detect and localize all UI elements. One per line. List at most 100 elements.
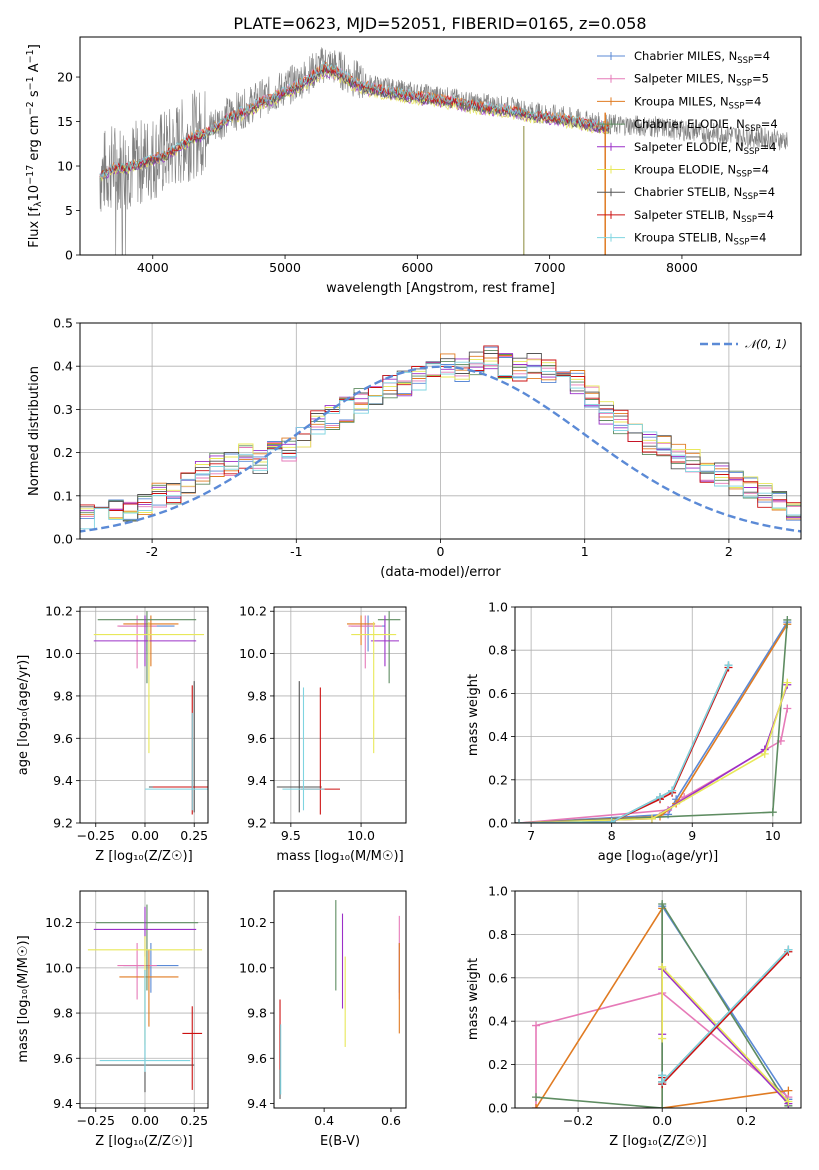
y-tick-label: 9.4 bbox=[53, 1096, 73, 1111]
chart-age_vs_Z: −0.25 0.00 0.25 9.2 9.4 9.6 9.8 10.0 10.2 Z [log₁… bbox=[16, 604, 209, 864]
legend-suffix: =4 bbox=[758, 185, 775, 199]
y-axis-label: mass weight bbox=[466, 958, 481, 1040]
y-tick-label: 9.4 bbox=[247, 773, 267, 788]
chart-mass_vs_ebv: 0.4 0.6 9.4 9.6 9.8 10.0 10.2 E(B-V) bbox=[239, 890, 407, 1149]
legend-entry-normal: 𝒩(0, 1) bbox=[745, 337, 787, 351]
y-tick-label: 1.0 bbox=[488, 600, 508, 615]
series-marker-kroupa_elodie bbox=[658, 1034, 667, 1043]
legend-entry-chabrier_elodie: Chabrier ELODIE, NSSP=4 bbox=[634, 117, 778, 134]
legend-entry-kroupa_stelib: Kroupa STELIB, NSSP=4 bbox=[634, 231, 766, 248]
series-line-kroupa_stelib bbox=[661, 949, 789, 1084]
axes-frame bbox=[79, 36, 802, 256]
x-tick-label: 1 bbox=[581, 544, 589, 559]
y-tick-label: 0.2 bbox=[488, 772, 508, 787]
y-tick-label: 10.0 bbox=[45, 646, 73, 661]
x-tick-label: 7000 bbox=[534, 260, 566, 275]
legend-entry-chabrier_miles: Chabrier MILES, NSSP=4 bbox=[634, 49, 770, 66]
errorbar-kroupa_elodie bbox=[93, 621, 205, 754]
series-marker-kroupa_stelib bbox=[607, 817, 616, 823]
x-axis-label: E(B-V) bbox=[320, 1134, 360, 1149]
y-axis-label-part: s bbox=[27, 90, 42, 101]
x-axis-label: Z [log₁₀(Z/Z☉)] bbox=[95, 1134, 192, 1149]
figure-title: PLATE=0623, MJD=52051, FIBERID=0165, z=0… bbox=[233, 14, 646, 33]
spectrum-model-kroupa_elodie bbox=[99, 67, 610, 182]
x-tick-label: 9.5 bbox=[281, 828, 301, 843]
legend-text: Chabrier ELODIE, N bbox=[634, 117, 745, 131]
errorbar-chabrier_stelib bbox=[276, 681, 322, 813]
x-tick-label: 9 bbox=[688, 828, 696, 843]
legend-entry-salpeter_elodie: Salpeter ELODIE, NSSP=4 bbox=[634, 140, 777, 157]
plot-area bbox=[80, 323, 801, 539]
axes-frame bbox=[514, 890, 802, 1109]
legend-suffix: =4 bbox=[752, 163, 769, 177]
y-tick-label: 0.2 bbox=[488, 1057, 508, 1072]
y-tick-label: 0.2 bbox=[53, 445, 73, 460]
x-tick-label: 2 bbox=[725, 544, 733, 559]
series-marker-kroupa_elodie bbox=[784, 1097, 793, 1106]
y-axis-label-part: −17 bbox=[25, 165, 36, 185]
series-marker-kroupa_miles bbox=[784, 1086, 793, 1095]
legend-suffix: =5 bbox=[752, 72, 769, 86]
axes-frame bbox=[273, 606, 407, 824]
legend-text: Chabrier STELIB, N bbox=[634, 185, 742, 199]
legend-suffix: =4 bbox=[760, 140, 777, 154]
legend-entry-salpeter_stelib: Salpeter STELIB, NSSP=4 bbox=[634, 208, 774, 225]
legend-suffix: =4 bbox=[753, 49, 770, 63]
series-marker-kroupa_elodie bbox=[783, 678, 792, 687]
x-axis-label: Z [log₁₀(Z/Z☉)] bbox=[95, 849, 192, 864]
y-tick-label: 0.3 bbox=[53, 402, 73, 417]
y-tick-label: 10.2 bbox=[45, 604, 73, 619]
x-tick-label: −0.25 bbox=[77, 1113, 115, 1128]
errorbar-salpeter_miles bbox=[117, 942, 157, 1000]
axes-frame bbox=[79, 890, 209, 1109]
axes-frame bbox=[79, 322, 802, 540]
x-tick-label: 8 bbox=[608, 828, 616, 843]
y-axis-label-part: Flux [f bbox=[27, 207, 42, 248]
x-tick-label: 10 bbox=[765, 828, 781, 843]
series-line-salpeter_elodie bbox=[661, 967, 789, 1105]
histogram-salpeter_stelib bbox=[80, 345, 801, 516]
axes-frame bbox=[514, 606, 802, 824]
series-marker-kroupa_stelib bbox=[515, 819, 524, 823]
legend-suffix: =4 bbox=[744, 94, 761, 108]
legend-subscript: SSP bbox=[736, 170, 752, 180]
chart-residuals: -2 -1 0 1 2 0.0 0.1 0.2 0.3 0.4 0.5 (data-model)/er… bbox=[27, 316, 802, 580]
x-tick-label: 5000 bbox=[269, 260, 301, 275]
series-marker-kroupa_stelib bbox=[658, 1077, 667, 1086]
plot-area bbox=[515, 891, 801, 1108]
series-marker-chabrier_elodie bbox=[783, 615, 792, 624]
spectrum-model-chabrier_stelib bbox=[99, 66, 610, 177]
y-axis-label-part: A bbox=[27, 63, 42, 76]
series-marker-chabrier_elodie bbox=[768, 808, 777, 817]
chart-mass_weight_vs_Z: −0.2 0.0 0.2 0.0 0.2 0.4 0.6 0.8 1.0 Z [log₁₀(Z/Z… bbox=[466, 884, 802, 1149]
y-tick-label: 15 bbox=[57, 114, 73, 129]
spectrum-model-salpeter_stelib bbox=[99, 62, 610, 177]
y-tick-label: 0.1 bbox=[53, 488, 73, 503]
y-tick-label: 0 bbox=[65, 248, 73, 263]
legend-subscript: SSP bbox=[741, 215, 757, 225]
plot-area bbox=[99, 47, 788, 255]
axes-frame bbox=[79, 606, 209, 824]
y-tick-label: 9.8 bbox=[53, 1006, 73, 1021]
y-tick-label: 5 bbox=[65, 203, 73, 218]
y-tick-label: 0.8 bbox=[488, 927, 508, 942]
series-marker-kroupa_miles bbox=[532, 1104, 541, 1108]
legend: Chabrier MILES, NSSP=4 Salpeter MILES, NS… bbox=[597, 49, 778, 248]
errorbar-chabrier_elodie bbox=[97, 611, 197, 684]
y-axis-label: Flux [fλ10−17 erg cm−2 s−1 A−1] bbox=[25, 44, 44, 248]
errorbar-chabrier_elodie bbox=[377, 611, 401, 684]
y-tick-label: 10.0 bbox=[239, 960, 267, 975]
legend-text: Salpeter STELIB, N bbox=[634, 208, 741, 222]
y-axis-label: mass weight bbox=[466, 674, 481, 756]
x-tick-label: 0.25 bbox=[180, 828, 208, 843]
y-tick-label: 9.2 bbox=[247, 816, 267, 831]
errorbar-chabrier_miles bbox=[351, 615, 385, 652]
chart-mass_weight_vs_age: 7 8 9 10 0.0 0.2 0.4 0.6 0.8 1.0 age [log₁₀(age/yr… bbox=[466, 600, 802, 864]
y-tick-label: 10.2 bbox=[45, 915, 73, 930]
y-tick-label: 9.8 bbox=[53, 688, 73, 703]
legend-entry-salpeter_miles: Salpeter MILES, NSSP=5 bbox=[634, 72, 769, 89]
chart-age_vs_mass: 9.5 10.0 9.2 9.4 9.6 9.8 10.0 10.2 mass [log₁₀(M… bbox=[239, 604, 407, 864]
series-line-chabrier_stelib bbox=[518, 664, 730, 823]
